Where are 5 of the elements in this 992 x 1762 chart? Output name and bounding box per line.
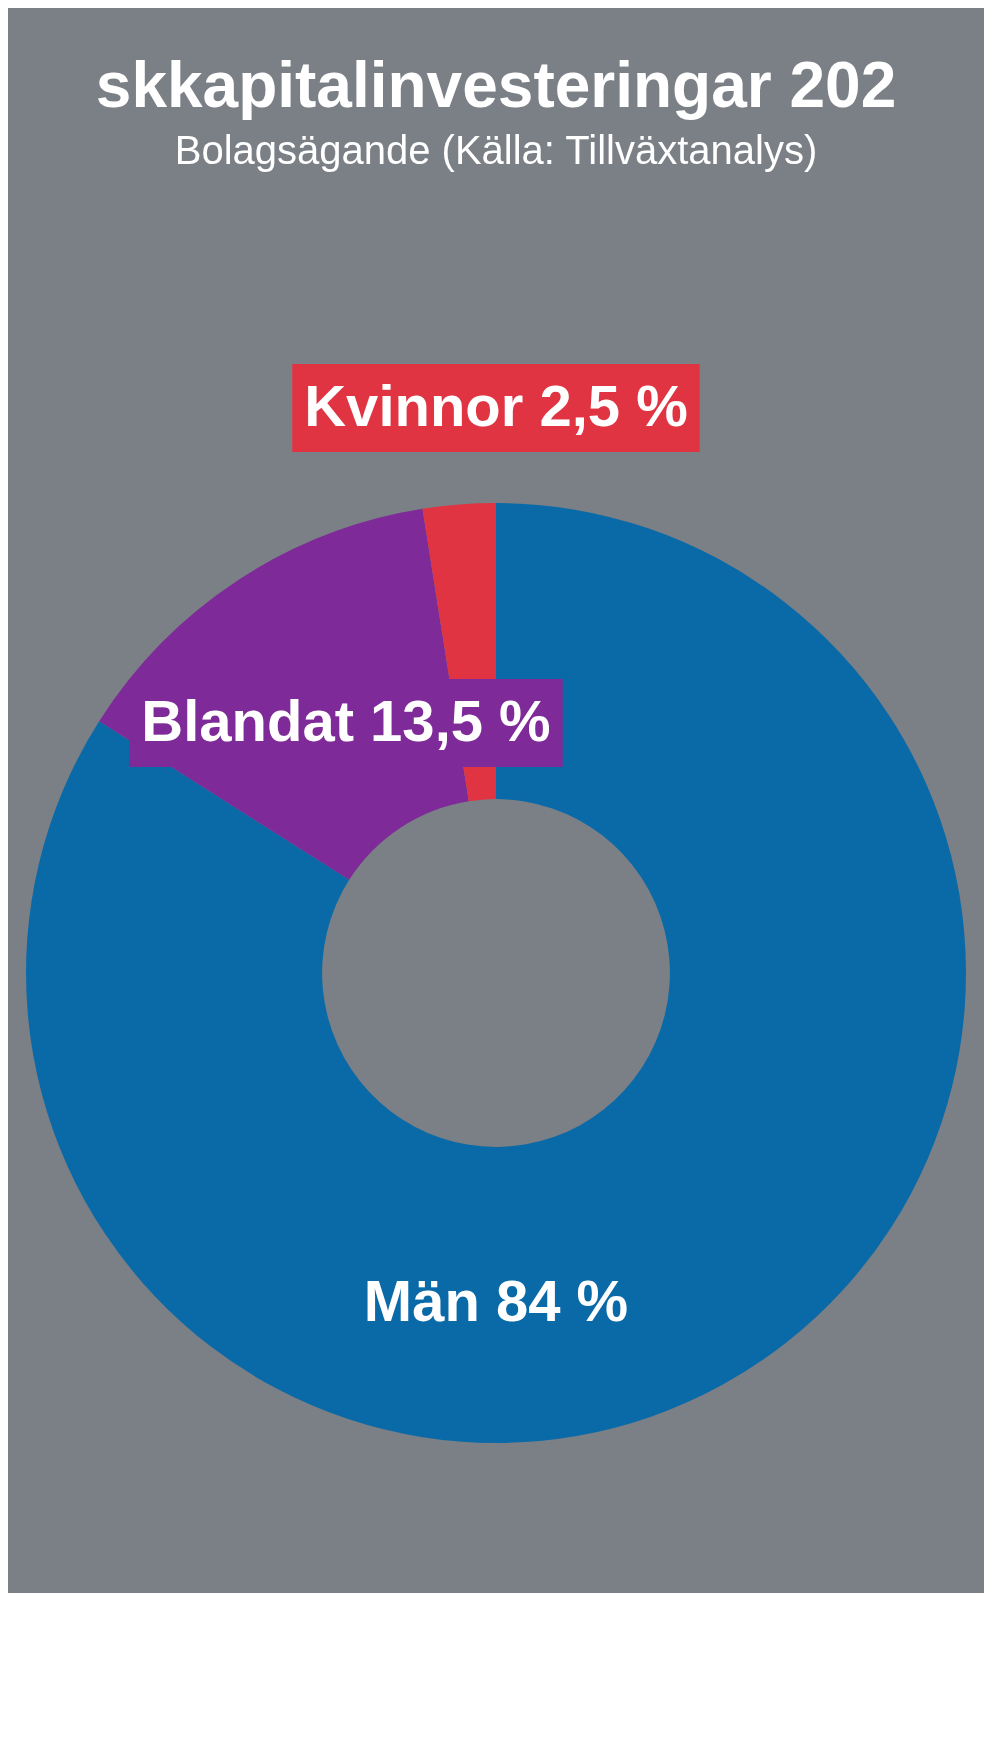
chart-subtitle: Bolagsägande (Källa: Tillväxtanalys) [173,128,819,173]
slice-label: Blandat 13,5 % [141,688,551,753]
slice-label: Kvinnor 2,5 % [304,373,688,438]
chart-title: skkapitalinvesteringar 202 [94,48,898,122]
slice-label: Män 84 % [363,1268,629,1333]
